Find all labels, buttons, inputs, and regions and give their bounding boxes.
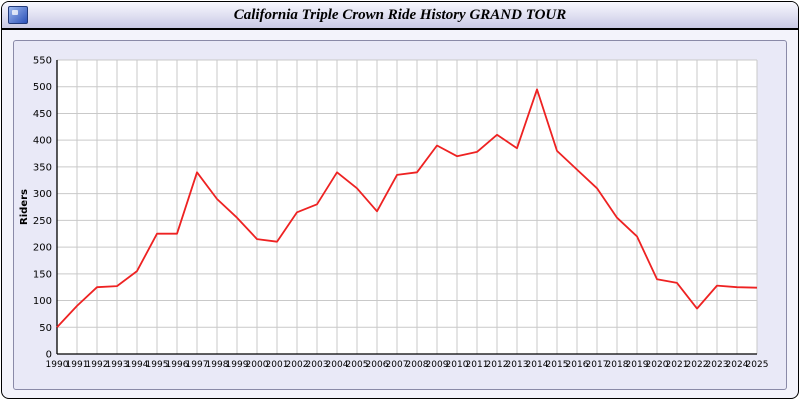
x-tick-label: 2022 [686,360,709,370]
y-tick-label: 50 [39,323,52,334]
x-tick-label: 1995 [146,360,169,370]
window-titlebar[interactable]: California Triple Crown Ride History GRA… [2,2,798,30]
x-tick-label: 2003 [306,360,329,370]
y-tick-label: 550 [33,56,52,67]
x-tick-label: 2006 [366,360,389,370]
x-tick-label: 1992 [86,360,109,370]
data-line [56,88,758,328]
chart-panel: 0 50 100 150 200 250 300 350 400 450 500 550 1990 199… [13,40,787,390]
y-axis-title: Riders [19,189,30,225]
x-tick-label: 2001 [266,360,289,370]
x-tick-label: 1997 [186,360,209,370]
x-tick-label: 2021 [666,360,689,370]
y-tick-label: 100 [33,296,52,307]
x-tick-label: 2016 [566,360,589,370]
x-tick-label: 2015 [546,360,569,370]
x-tick-label: 2024 [726,360,749,370]
x-tick-label: 1998 [206,360,229,370]
x-tick-label: 2007 [386,360,409,370]
x-tick-label: 1994 [126,360,149,370]
y-tick-label: 500 [33,82,52,93]
y-tick-label: 250 [33,216,52,227]
x-tick-label: 1999 [226,360,249,370]
y-tick-label: 300 [33,189,52,200]
x-tick-label: 2002 [286,360,309,370]
x-tick-label: 2008 [406,360,429,370]
y-tick-label: 400 [33,136,52,147]
plot-area [57,60,757,354]
x-tick-label: 2011 [466,360,489,370]
x-tick-label: 2012 [486,360,509,370]
y-tick-label: 450 [33,109,52,120]
x-tick-label: 2005 [346,360,369,370]
x-tick-label: 2025 [746,360,769,370]
y-tick-label: 350 [33,162,52,173]
x-tick-label: 2010 [446,360,469,370]
x-tick-label: 2020 [646,360,669,370]
x-tick-label: 2017 [586,360,609,370]
x-tick-label: 2018 [606,360,629,370]
y-tick-label: 150 [33,269,52,280]
x-tick-label: 2004 [326,360,349,370]
x-tick-label: 2023 [706,360,729,370]
y-tick-label: 200 [33,243,52,254]
x-tick-label: 2000 [246,360,269,370]
x-tick-label: 2009 [426,360,449,370]
x-tick-label: 1996 [166,360,189,370]
x-tick-label: 1993 [106,360,129,370]
x-tick-label: 1990 [46,360,69,370]
x-tick-label: 2013 [506,360,529,370]
tick-labels: 0501001502002503003504004505005501990199… [33,56,769,371]
window-title: California Triple Crown Ride History GRA… [233,6,567,23]
x-tick-label: 2019 [626,360,649,370]
x-tick-label: 2014 [526,360,549,370]
y-tick-label: 0 [46,350,52,361]
x-tick-label: 1991 [66,360,89,370]
window-icon[interactable] [8,6,28,24]
line-chart: 0501001502002503003504004505005501990199… [19,56,769,371]
